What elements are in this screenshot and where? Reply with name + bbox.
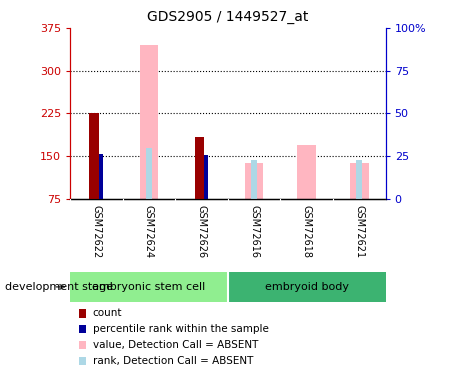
Title: GDS2905 / 1449527_at: GDS2905 / 1449527_at: [147, 10, 308, 24]
Text: value, Detection Call = ABSENT: value, Detection Call = ABSENT: [92, 340, 258, 350]
Bar: [70, 272, 228, 302]
Text: GSM72616: GSM72616: [249, 205, 259, 258]
Text: GSM72622: GSM72622: [91, 205, 101, 258]
Text: GSM72621: GSM72621: [354, 205, 364, 258]
Bar: [356, 160, 363, 199]
Text: development stage: development stage: [5, 282, 113, 292]
Text: GSM72618: GSM72618: [302, 205, 312, 258]
Bar: [140, 45, 158, 199]
Bar: [99, 154, 103, 199]
Bar: [298, 145, 316, 199]
Bar: [350, 164, 368, 199]
Bar: [245, 164, 263, 199]
Text: GSM72626: GSM72626: [197, 205, 207, 258]
Bar: [251, 160, 257, 199]
Bar: [204, 155, 208, 199]
Text: rank, Detection Call = ABSENT: rank, Detection Call = ABSENT: [92, 356, 253, 366]
Text: embryoid body: embryoid body: [265, 282, 349, 292]
Text: embryonic stem cell: embryonic stem cell: [92, 282, 206, 292]
Text: percentile rank within the sample: percentile rank within the sample: [92, 324, 268, 334]
Text: GSM72624: GSM72624: [144, 205, 154, 258]
Text: count: count: [92, 309, 122, 318]
Bar: [146, 148, 152, 199]
Bar: [195, 137, 204, 199]
Bar: [228, 272, 386, 302]
Bar: [89, 113, 99, 199]
